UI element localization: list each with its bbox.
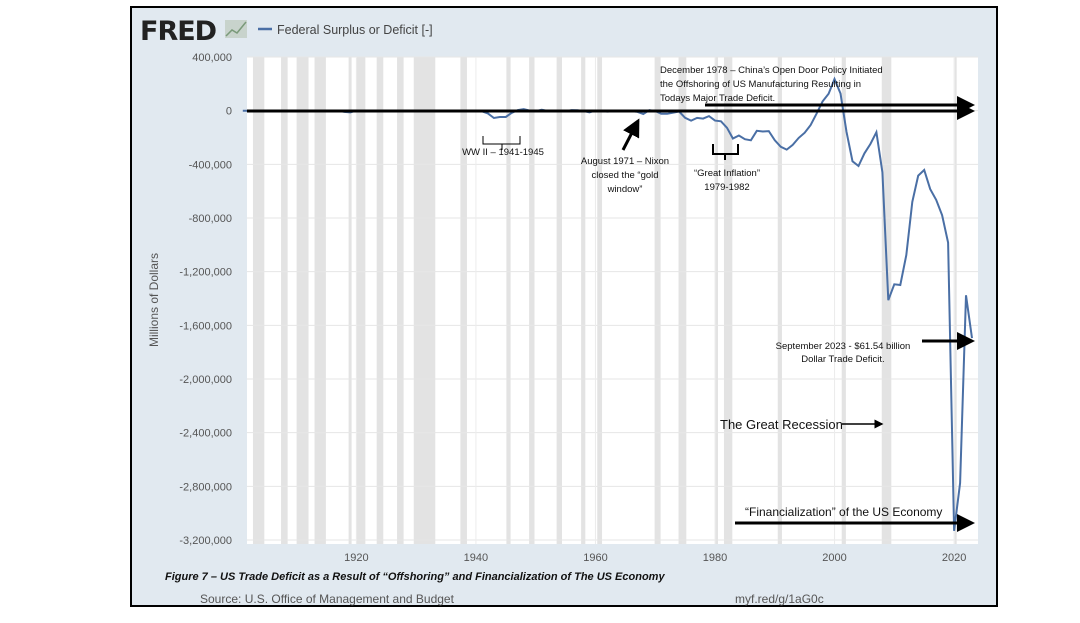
y-tick-label: -1,200,000: [179, 267, 232, 279]
recession-band: [654, 57, 661, 544]
sept2023-annotation: September 2023 - $61.54 billion Dollar T…: [776, 341, 911, 365]
recession-band: [715, 57, 718, 544]
y-axis-title: Millions of Dollars: [147, 253, 161, 347]
inflation-bracket: [712, 144, 739, 160]
annotation-line: 1979-1982: [704, 182, 749, 193]
recession-band: [581, 57, 586, 544]
recession-band: [881, 57, 892, 544]
annotation-line: August 1971 – Nixon: [581, 156, 669, 167]
annotation-line: window”: [607, 184, 643, 195]
recession-band: [841, 57, 846, 544]
y-tick-label: -3,200,000: [179, 535, 232, 547]
recession-band: [314, 57, 326, 544]
x-tick-label: 1940: [464, 552, 488, 564]
recession-band: [556, 57, 562, 544]
y-tick-label: -400,000: [189, 159, 232, 171]
source-text: Source: U.S. Office of Management and Bu…: [200, 592, 455, 606]
y-tick-label: 400,000: [192, 52, 232, 64]
annotation-line: Todays Major Trade Deficit.: [660, 93, 775, 104]
fred-logo-chart-icon: [225, 20, 247, 38]
recession-band: [597, 57, 603, 544]
ww2-bracket: [482, 136, 521, 150]
y-tick-label: -2,400,000: [179, 428, 232, 440]
figure-caption: Figure 7 – US Trade Deficit as a Result …: [165, 571, 665, 583]
x-tick-label: 2020: [942, 552, 966, 564]
y-tick-label: -1,600,000: [179, 320, 232, 332]
recession-band: [296, 57, 309, 544]
x-tick-label: 1960: [583, 552, 607, 564]
nixon-annotation: August 1971 – Nixon closed the “gold win…: [581, 156, 669, 195]
annotation-line: the Offshoring of US Manufacturing Resul…: [660, 79, 861, 90]
recession-band: [723, 57, 733, 544]
annotation-line: December 1978 – China’s Open Door Policy…: [660, 65, 883, 76]
annotation-line: September 2023 - $61.54 billion: [776, 341, 911, 352]
y-tick-label: -2,800,000: [179, 481, 232, 493]
x-tick-label: 2000: [822, 552, 846, 564]
financialization-annotation: “Financialization” of the US Economy: [745, 505, 942, 519]
recession-band: [376, 57, 384, 544]
great-recession-annotation: The Great Recession: [720, 417, 843, 432]
y-tick-label: -2,000,000: [179, 374, 232, 386]
recession-band: [397, 57, 404, 544]
recession-band: [356, 57, 366, 544]
recession-band: [460, 57, 467, 544]
plot-area: [247, 57, 978, 544]
annotation-line: “Great Inflation”: [694, 168, 760, 179]
recession-band: [281, 57, 288, 544]
recession-band: [777, 57, 782, 544]
legend-label: Federal Surplus or Deficit [-]: [277, 23, 433, 37]
inflation-annotation: “Great Inflation” 1979-1982: [694, 168, 760, 193]
x-tick-label: 1920: [344, 552, 368, 564]
recession-band: [506, 57, 511, 544]
nixon-arrow: [621, 118, 640, 151]
fred-logo: FRED: [140, 16, 216, 47]
recession-band: [678, 57, 687, 544]
series-line-federal-surplus: [242, 76, 973, 532]
recession-band: [954, 57, 957, 544]
recession-band: [413, 57, 436, 544]
annotation-line: closed the “gold: [591, 170, 658, 181]
y-tick-label: 0: [226, 106, 232, 118]
short-link[interactable]: myf.red/g/1aG0c: [735, 592, 824, 606]
y-tick-label: -800,000: [189, 213, 232, 225]
recession-band: [348, 57, 352, 544]
recession-band: [252, 57, 265, 544]
annotation-line: Dollar Trade Deficit.: [801, 354, 884, 365]
recession-band: [529, 57, 535, 544]
china-annotation: December 1978 – China’s Open Door Policy…: [660, 65, 883, 104]
x-tick-label: 1980: [703, 552, 727, 564]
ww2-annotation: WW II – 1941-1945: [462, 147, 544, 158]
